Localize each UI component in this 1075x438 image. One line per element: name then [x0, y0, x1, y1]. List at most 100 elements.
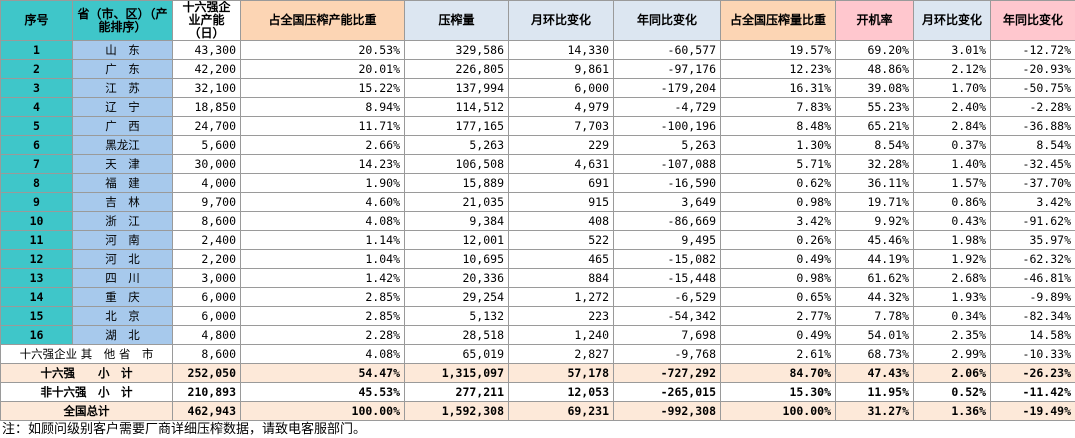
cell: 十六强 小 计	[1, 364, 173, 383]
cell: 2.85%	[241, 288, 405, 307]
header-row: 序号省（市、区）（产能排序）十六强企业产能（日）占全国压榨产能比重压榨量月环比变…	[1, 1, 1075, 41]
cell: 0.65%	[721, 288, 836, 307]
cell: 106,508	[405, 155, 509, 174]
cell: 2.85%	[241, 307, 405, 326]
cell: 1.14%	[241, 231, 405, 250]
cell: -86,669	[614, 212, 721, 231]
cell: 223	[509, 307, 614, 326]
cell: 3,649	[614, 193, 721, 212]
cell: 4.08%	[241, 212, 405, 231]
cell: 4,000	[173, 174, 241, 193]
header-cell: 省（市、区）（产能排序）	[73, 1, 173, 41]
cell: -107,088	[614, 155, 721, 174]
cell: 2.06%	[914, 364, 991, 383]
cell: 16.31%	[721, 79, 836, 98]
cell: 8.54%	[991, 136, 1075, 155]
cell: -11.42%	[991, 383, 1075, 402]
cell: 浙 江	[73, 212, 173, 231]
cell: 47.43%	[836, 364, 914, 383]
cell: 9.92%	[836, 212, 914, 231]
cell: -9,768	[614, 345, 721, 364]
header-cell: 序号	[1, 1, 73, 41]
cell: 江 苏	[73, 79, 173, 98]
cell: 1.04%	[241, 250, 405, 269]
cell: 1,240	[509, 326, 614, 345]
cell: 9,495	[614, 231, 721, 250]
cell: -6,529	[614, 288, 721, 307]
cell: -10.33%	[991, 345, 1075, 364]
cell: 68.73%	[836, 345, 914, 364]
cell: 8.54%	[836, 136, 914, 155]
cell: 36.11%	[836, 174, 914, 193]
cell: 42,200	[173, 60, 241, 79]
cell: 十六强企业 其 他 省 市	[1, 345, 173, 364]
cell: 2,827	[509, 345, 614, 364]
cell: 1,592,308	[405, 402, 509, 421]
cell: 0.98%	[721, 269, 836, 288]
cell: -12.72%	[991, 41, 1075, 60]
header-cell: 压榨量	[405, 1, 509, 41]
cell: 北 京	[73, 307, 173, 326]
cell: 44.19%	[836, 250, 914, 269]
cell: 915	[509, 193, 614, 212]
cell: 0.26%	[721, 231, 836, 250]
cell: 7.83%	[721, 98, 836, 117]
cell: -20.93%	[991, 60, 1075, 79]
cell: 9,861	[509, 60, 614, 79]
cell: -54,342	[614, 307, 721, 326]
cell: -15,448	[614, 269, 721, 288]
cell: 8.94%	[241, 98, 405, 117]
cell: 非十六强 小 计	[1, 383, 173, 402]
cell: 3	[1, 79, 73, 98]
cell: 14	[1, 288, 73, 307]
cell: 210,893	[173, 383, 241, 402]
cell: -265,015	[614, 383, 721, 402]
cell: 1.57%	[914, 174, 991, 193]
cell: 14.58%	[991, 326, 1075, 345]
cell: 10,695	[405, 250, 509, 269]
cell: -727,292	[614, 364, 721, 383]
cell: 8,600	[173, 212, 241, 231]
cell: 1	[1, 41, 73, 60]
cell: 湖 北	[73, 326, 173, 345]
cell: 0.86%	[914, 193, 991, 212]
cell: 1.92%	[914, 250, 991, 269]
cell: 2.35%	[914, 326, 991, 345]
cell: 32,100	[173, 79, 241, 98]
cell: -9.89%	[991, 288, 1075, 307]
cell: 69.20%	[836, 41, 914, 60]
cell: 884	[509, 269, 614, 288]
cell: 2.99%	[914, 345, 991, 364]
cell: -2.28%	[991, 98, 1075, 117]
header-cell: 月环比变化	[914, 1, 991, 41]
cell: 277,211	[405, 383, 509, 402]
cell: 15.22%	[241, 79, 405, 98]
cell: 广 东	[73, 60, 173, 79]
cell: 45.53%	[241, 383, 405, 402]
cell: 30,000	[173, 155, 241, 174]
cell: 48.86%	[836, 60, 914, 79]
cell: 691	[509, 174, 614, 193]
cell: 35.97%	[991, 231, 1075, 250]
cell: 0.98%	[721, 193, 836, 212]
cell: 6,000	[173, 307, 241, 326]
cell: 山 东	[73, 41, 173, 60]
cell: 3.42%	[991, 193, 1075, 212]
cell: -46.81%	[991, 269, 1075, 288]
cell: 10	[1, 212, 73, 231]
cell: 0.43%	[914, 212, 991, 231]
cell: 465	[509, 250, 614, 269]
header-cell: 占全国压榨产能比重	[241, 1, 405, 41]
cell: 2.77%	[721, 307, 836, 326]
cell: 1.93%	[914, 288, 991, 307]
cell: 39.08%	[836, 79, 914, 98]
cell: 1.36%	[914, 402, 991, 421]
cell: 24,700	[173, 117, 241, 136]
